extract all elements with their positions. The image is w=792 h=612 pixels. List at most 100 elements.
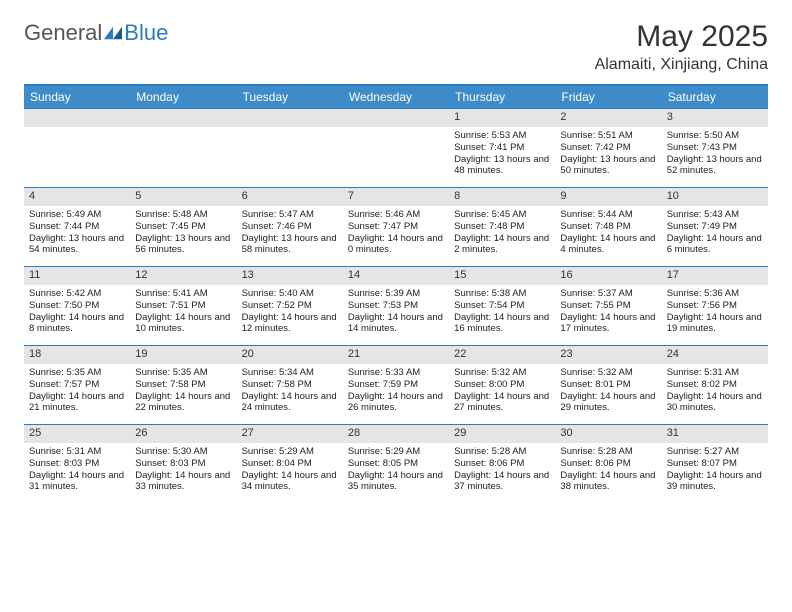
day-cell: 1 Sunrise: 5:53 AMSunset: 7:41 PMDaylight… — [449, 109, 555, 187]
daylight-text: Daylight: 14 hours and 22 minutes. — [135, 391, 231, 415]
day-cell: 3Sunrise: 5:50 AMSunset: 7:43 PMDaylight… — [662, 109, 768, 187]
day-cell: 7Sunrise: 5:46 AMSunset: 7:47 PMDaylight… — [343, 188, 449, 266]
sunset-text: Sunset: 8:03 PM — [135, 458, 231, 470]
day-cell: 14Sunrise: 5:39 AMSunset: 7:53 PMDayligh… — [343, 267, 449, 345]
daylight-text: Daylight: 14 hours and 27 minutes. — [454, 391, 550, 415]
sunset-text: Sunset: 8:04 PM — [242, 458, 338, 470]
day-number: 16 — [555, 267, 661, 285]
daylight-text: Daylight: 14 hours and 26 minutes. — [348, 391, 444, 415]
day-number: 6 — [237, 188, 343, 206]
weekday-header: Wednesday — [343, 86, 449, 108]
weekday-header: Saturday — [662, 86, 768, 108]
sunset-text: Sunset: 8:00 PM — [454, 379, 550, 391]
logo-text-blue: Blue — [124, 20, 168, 46]
sunrise-text: Sunrise: 5:29 AM — [348, 446, 444, 458]
weekday-header: Thursday — [449, 86, 555, 108]
sunrise-text: Sunrise: 5:29 AM — [242, 446, 338, 458]
sunset-text: Sunset: 8:06 PM — [454, 458, 550, 470]
sunrise-text: Sunrise: 5:50 AM — [667, 130, 763, 142]
week-row: 1Sunrise: 5:53 AMSunset: 7:41 PMDaylight… — [24, 108, 768, 187]
day-cell: 16Sunrise: 5:37 AMSunset: 7:55 PMDayligh… — [555, 267, 661, 345]
weekday-header-row: Sunday Monday Tuesday Wednesday Thursday… — [24, 86, 768, 108]
sunrise-text: Sunrise: 5:43 AM — [667, 209, 763, 221]
daylight-text: Daylight: 14 hours and 38 minutes. — [560, 470, 656, 494]
empty-cell — [130, 109, 236, 187]
day-cell: 5Sunrise: 5:48 AMSunset: 7:45 PMDaylight… — [130, 188, 236, 266]
day-cell: 13 Sunrise: 5:40 AMSunset: 7:52 PMDayligh… — [237, 267, 343, 345]
sunset-text: Sunset: 7:48 PM — [560, 221, 656, 233]
sunrise-text: Sunrise: 5:49 AM — [29, 209, 125, 221]
daylight-text: Daylight: 14 hours and 6 minutes. — [667, 233, 763, 257]
day-number-empty — [343, 109, 449, 127]
sunrise-text: Sunrise: 5:41 AM — [135, 288, 231, 300]
day-cell: 31Sunrise: 5:27 AMSunset: 8:07 PMDayligh… — [662, 425, 768, 503]
day-number: 4 — [24, 188, 130, 206]
day-cell: 11Sunrise: 5:42 AMSunset: 7:50 PMDayligh… — [24, 267, 130, 345]
sunset-text: Sunset: 7:50 PM — [29, 300, 125, 312]
sunset-text: Sunset: 7:54 PM — [454, 300, 550, 312]
day-cell: 6Sunrise: 5:47 AMSunset: 7:46 PMDaylight… — [237, 188, 343, 266]
daylight-text: Daylight: 14 hours and 33 minutes. — [135, 470, 231, 494]
daylight-text: Daylight: 14 hours and 4 minutes. — [560, 233, 656, 257]
calendar: Sunday Monday Tuesday Wednesday Thursday… — [24, 84, 768, 503]
day-number: 10 — [662, 188, 768, 206]
day-number: 24 — [662, 346, 768, 364]
day-number: 13 — [237, 267, 343, 285]
sunrise-text: Sunrise: 5:51 AM — [560, 130, 656, 142]
sunset-text: Sunset: 7:59 PM — [348, 379, 444, 391]
sunset-text: Sunset: 7:41 PM — [454, 142, 550, 154]
daylight-text: Daylight: 14 hours and 21 minutes. — [29, 391, 125, 415]
day-cell: 2Sunrise: 5:51 AMSunset: 7:42 PMDaylight… — [555, 109, 661, 187]
sunset-text: Sunset: 7:52 PM — [242, 300, 338, 312]
sunrise-text: Sunrise: 5:53 AM — [454, 130, 550, 142]
daylight-text: Daylight: 14 hours and 16 minutes. — [454, 312, 550, 336]
daylight-text: Daylight: 13 hours and 48 minutes. — [454, 154, 550, 178]
sunrise-text: Sunrise: 5:45 AM — [454, 209, 550, 221]
sunrise-text: Sunrise: 5:27 AM — [667, 446, 763, 458]
sunset-text: Sunset: 8:05 PM — [348, 458, 444, 470]
sunrise-text: Sunrise: 5:48 AM — [135, 209, 231, 221]
day-cell: 21Sunrise: 5:33 AMSunset: 7:59 PMDayligh… — [343, 346, 449, 424]
daylight-text: Daylight: 14 hours and 14 minutes. — [348, 312, 444, 336]
weekday-header: Friday — [555, 86, 661, 108]
sunrise-text: Sunrise: 5:38 AM — [454, 288, 550, 300]
sunset-text: Sunset: 8:07 PM — [667, 458, 763, 470]
daylight-text: Daylight: 14 hours and 12 minutes. — [242, 312, 338, 336]
daylight-text: Daylight: 14 hours and 29 minutes. — [560, 391, 656, 415]
day-number: 1 — [449, 109, 555, 127]
day-number: 9 — [555, 188, 661, 206]
sunset-text: Sunset: 7:58 PM — [242, 379, 338, 391]
sunset-text: Sunset: 7:42 PM — [560, 142, 656, 154]
daylight-text: Daylight: 13 hours and 56 minutes. — [135, 233, 231, 257]
daylight-text: Daylight: 14 hours and 35 minutes. — [348, 470, 444, 494]
sunset-text: Sunset: 7:49 PM — [667, 221, 763, 233]
sunrise-text: Sunrise: 5:47 AM — [242, 209, 338, 221]
empty-cell — [237, 109, 343, 187]
day-cell: 9Sunrise: 5:44 AMSunset: 7:48 PMDaylight… — [555, 188, 661, 266]
week-row: 4Sunrise: 5:49 AMSunset: 7:44 PMDaylight… — [24, 187, 768, 266]
day-number: 17 — [662, 267, 768, 285]
daylight-text: Daylight: 14 hours and 24 minutes. — [242, 391, 338, 415]
page-header: General Blue May 2025 Alamaiti, Xinjiang… — [24, 20, 768, 74]
day-cell: 28Sunrise: 5:29 AMSunset: 8:05 PMDayligh… — [343, 425, 449, 503]
daylight-text: Daylight: 13 hours and 54 minutes. — [29, 233, 125, 257]
sunrise-text: Sunrise: 5:40 AM — [242, 288, 338, 300]
sunset-text: Sunset: 8:02 PM — [667, 379, 763, 391]
day-number: 15 — [449, 267, 555, 285]
day-number: 25 — [24, 425, 130, 443]
sunset-text: Sunset: 8:03 PM — [29, 458, 125, 470]
day-cell: 24Sunrise: 5:31 AMSunset: 8:02 PMDayligh… — [662, 346, 768, 424]
sunrise-text: Sunrise: 5:35 AM — [135, 367, 231, 379]
sunset-text: Sunset: 7:46 PM — [242, 221, 338, 233]
sunrise-text: Sunrise: 5:33 AM — [348, 367, 444, 379]
day-cell: 4Sunrise: 5:49 AMSunset: 7:44 PMDaylight… — [24, 188, 130, 266]
day-number: 29 — [449, 425, 555, 443]
daylight-text: Daylight: 13 hours and 52 minutes. — [667, 154, 763, 178]
day-number: 22 — [449, 346, 555, 364]
sunrise-text: Sunrise: 5:28 AM — [454, 446, 550, 458]
day-cell: 20Sunrise: 5:34 AMSunset: 7:58 PMDayligh… — [237, 346, 343, 424]
daylight-text: Daylight: 14 hours and 39 minutes. — [667, 470, 763, 494]
daylight-text: Daylight: 14 hours and 31 minutes. — [29, 470, 125, 494]
weekday-header: Monday — [130, 86, 236, 108]
day-number: 2 — [555, 109, 661, 127]
